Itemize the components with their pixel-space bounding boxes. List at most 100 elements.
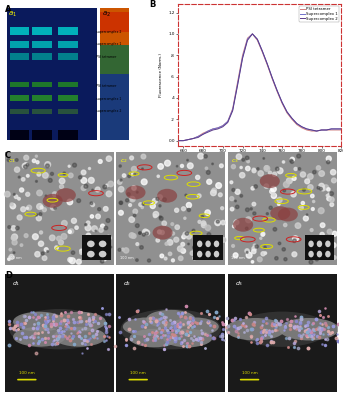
Point [167, 251, 173, 257]
Point [127, 315, 132, 322]
PSI tetramer [310, 129, 314, 134]
Point [187, 318, 192, 324]
Point [147, 318, 153, 324]
Point [106, 156, 112, 162]
Point [52, 205, 58, 211]
Point [202, 241, 208, 247]
Point [64, 323, 70, 330]
Point [70, 258, 75, 264]
Point [153, 328, 158, 334]
Bar [228, 152, 336, 265]
Point [101, 255, 107, 262]
Bar [228, 274, 336, 392]
Point [157, 316, 162, 322]
Point [132, 212, 137, 219]
Supercomplex 2 [246, 38, 250, 43]
Point [293, 166, 298, 172]
Point [59, 312, 64, 318]
Line: Supercomplex 1: Supercomplex 1 [178, 34, 341, 141]
Point [187, 314, 193, 321]
Point [260, 250, 266, 257]
Point [9, 254, 14, 260]
Point [112, 343, 117, 349]
Supercomplex 1 [285, 110, 289, 114]
Point [164, 241, 169, 247]
Point [20, 323, 25, 330]
Point [310, 320, 316, 326]
Point [170, 334, 176, 340]
Point [178, 246, 183, 252]
Point [136, 338, 141, 345]
Y-axis label: Fluorescence (Norm.): Fluorescence (Norm.) [159, 53, 163, 97]
Point [308, 259, 314, 265]
Point [142, 324, 147, 330]
Point [42, 338, 47, 345]
Point [206, 250, 212, 256]
Point [95, 320, 101, 326]
Point [308, 184, 313, 190]
Point [292, 313, 297, 319]
PSI tetramer [181, 138, 185, 143]
Point [215, 218, 221, 225]
Point [200, 214, 205, 220]
Supercomplex 2 [290, 116, 294, 121]
Point [10, 324, 15, 331]
Supercomplex 2 [236, 83, 240, 88]
Point [305, 326, 310, 332]
Point [64, 335, 70, 342]
Point [68, 172, 73, 179]
Point [180, 328, 185, 335]
Supercomplex 2 [295, 121, 299, 126]
Point [31, 158, 37, 164]
Point [188, 315, 193, 322]
Point [281, 327, 286, 334]
Point [27, 334, 33, 340]
Point [153, 318, 159, 324]
Text: 100 nm: 100 nm [19, 370, 35, 374]
Point [248, 333, 253, 340]
Point [193, 336, 199, 342]
Point [21, 313, 27, 319]
Point [240, 157, 246, 163]
Point [26, 204, 32, 211]
Point [178, 321, 183, 327]
Point [128, 336, 133, 342]
Point [199, 335, 204, 342]
Point [155, 196, 160, 202]
Point [189, 324, 194, 330]
Point [131, 344, 137, 351]
Point [134, 257, 140, 263]
Point [67, 256, 73, 263]
Point [38, 211, 43, 217]
Point [69, 309, 74, 315]
Point [118, 186, 124, 192]
Point [23, 164, 28, 170]
Point [220, 205, 225, 212]
Point [312, 331, 317, 338]
Point [31, 334, 36, 340]
Point [325, 330, 330, 337]
Point [266, 331, 271, 337]
Point [188, 162, 193, 169]
Point [326, 191, 332, 197]
Point [251, 166, 257, 173]
Point [143, 228, 148, 235]
Point [139, 244, 144, 251]
Point [241, 329, 246, 335]
Point [225, 323, 230, 329]
Point [254, 243, 259, 250]
Supercomplex 1 [226, 119, 230, 124]
PSI tetramer [186, 137, 190, 142]
Point [55, 340, 60, 346]
Point [161, 318, 166, 325]
Point [11, 225, 16, 232]
Point [249, 326, 254, 332]
Point [161, 346, 167, 352]
Point [66, 312, 71, 319]
Point [125, 197, 130, 204]
Point [215, 238, 221, 245]
Point [318, 208, 324, 214]
Point [263, 329, 269, 335]
Point [66, 332, 72, 339]
Point [195, 174, 200, 180]
